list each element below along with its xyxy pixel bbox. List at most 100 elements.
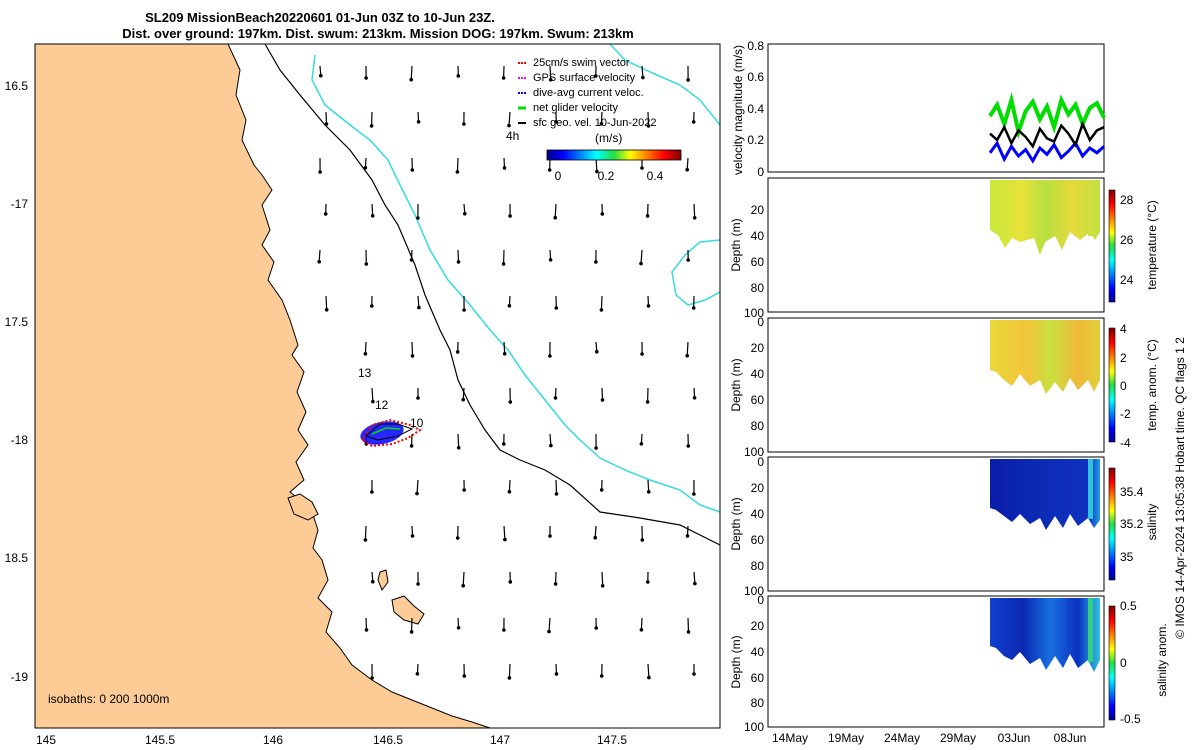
current-vector-head: [319, 73, 323, 78]
map-y-tick-19: -19: [11, 670, 29, 684]
current-vector-head: [461, 397, 466, 402]
current-vector: [371, 387, 374, 402]
current-vector: [693, 203, 696, 218]
temp-anom-panel: 0 20 40 60 80 100 Depth (m) 4 2 0 -2 -4 …: [729, 315, 1159, 459]
sal-depth-20: 20: [751, 481, 765, 495]
sa-depth-100: 100: [744, 720, 764, 734]
current-vector-head: [416, 216, 420, 220]
current-vector-head: [410, 168, 415, 172]
current-vector-head: [371, 579, 375, 584]
sal-depth-60: 60: [751, 533, 765, 547]
current-vector-head: [507, 490, 512, 494]
current-vector-head: [639, 261, 643, 266]
current-vector-head: [507, 676, 512, 680]
current-vector-head: [553, 215, 557, 220]
current-vector-head: [646, 580, 650, 584]
sa-depth-80: 80: [751, 696, 765, 710]
legend-sfc-geo: sfc geo. vel. 10-Jun-2022: [533, 117, 657, 129]
current-vector-head: [645, 400, 650, 404]
current-vector-head: [594, 74, 598, 78]
temp-cb-28: 28: [1120, 193, 1134, 207]
current-vector-head: [692, 672, 696, 676]
map-legend: 25cm/s swim vector GPS surface velocity …: [506, 57, 657, 145]
velocity-line-1: [988, 140, 1106, 164]
current-vector-head: [462, 488, 467, 492]
sal-depth-80: 80: [751, 559, 765, 573]
current-vector-head: [686, 630, 691, 634]
current-vector-head: [600, 398, 605, 402]
map-y-tick-17: -17: [11, 197, 29, 211]
sa-depth-20: 20: [751, 619, 765, 633]
xt-24may: 24May: [884, 731, 920, 745]
sa-depth-40: 40: [751, 645, 765, 659]
temp-cb-label: temperature (°C): [1145, 200, 1159, 290]
sa-cb-m0.5: -0.5: [1120, 712, 1141, 726]
current-vector-head: [548, 78, 553, 82]
current-vector: [462, 571, 465, 586]
glider-track: 13 12 10: [358, 366, 424, 448]
isobath-1000-top: [609, 43, 721, 126]
time-x-ticks: 14May 19May 24May 29May 03Jun 08Jun: [772, 731, 1086, 745]
current-vector-head: [600, 212, 605, 216]
anom-cb-2: 2: [1120, 351, 1127, 365]
temp-cb-24: 24: [1120, 273, 1134, 287]
current-vector-head: [641, 75, 645, 80]
anom-depth-20: 20: [751, 341, 765, 355]
legend-dive-avg: dive-avg current veloc.: [533, 87, 644, 99]
vel-tick-0.4: 0.4: [747, 102, 764, 116]
map-colorbar-tick-1: 0.2: [598, 169, 615, 183]
current-vector-head: [599, 308, 604, 312]
current-vector-head: [364, 262, 369, 266]
current-vector-head: [501, 76, 506, 80]
current-vector-head: [363, 352, 368, 356]
current-vector-head: [324, 122, 329, 126]
map-colorbar-tick-0: 0: [555, 169, 562, 183]
map-x-tick-146: 146: [263, 733, 283, 747]
current-vector-head: [456, 626, 461, 630]
current-vector-head: [508, 400, 513, 404]
isobath-text: isobaths: 0 200 1000m: [48, 692, 169, 706]
current-vector-head: [692, 492, 696, 496]
map-x-ticks: 145 145.5 146 146.5 147 147.5: [36, 733, 627, 747]
isobath-200: [264, 43, 721, 546]
current-vector: [503, 341, 506, 354]
current-vector-head: [455, 170, 460, 174]
map-colorbar-tick-2: 0.4: [647, 169, 664, 183]
current-vector-head: [507, 304, 512, 308]
current-vector-head: [593, 535, 597, 540]
current-vector-head: [324, 308, 329, 312]
current-vector: [411, 341, 414, 356]
current-vector-head: [549, 443, 553, 448]
current-vector-head: [548, 534, 552, 538]
anom-cb-4: 4: [1120, 322, 1127, 336]
current-vector-head: [595, 169, 599, 174]
map-y-tick-18.5: 18.5: [5, 551, 29, 565]
current-vector: [457, 433, 460, 448]
current-vector-head: [507, 123, 511, 128]
current-vector: [416, 479, 419, 494]
current-vector-head: [599, 674, 604, 678]
current-vector-head: [553, 582, 558, 586]
current-vector: [641, 65, 644, 78]
current-vector-head: [501, 262, 506, 266]
current-vector: [410, 65, 413, 80]
velocity-series: [988, 92, 1106, 164]
sa-depth-0: 0: [757, 593, 764, 607]
current-vector: [601, 387, 604, 400]
current-vector: [364, 525, 367, 540]
current-vector: [555, 479, 558, 494]
vel-tick-0.6: 0.6: [747, 70, 764, 84]
current-vector-head: [594, 446, 598, 450]
current-vector-head: [547, 168, 552, 172]
current-vector-head: [554, 306, 559, 310]
current-vector-head: [323, 212, 328, 216]
current-vector: [594, 525, 597, 538]
current-vector-head: [364, 628, 369, 632]
map-y-tick-17.5: 17.5: [5, 315, 29, 329]
current-vector: [508, 479, 511, 492]
current-vector-head: [594, 260, 598, 264]
temp-depth-20: 20: [751, 203, 765, 217]
track-label-12: 12: [375, 398, 389, 412]
current-vector-head: [502, 166, 507, 170]
